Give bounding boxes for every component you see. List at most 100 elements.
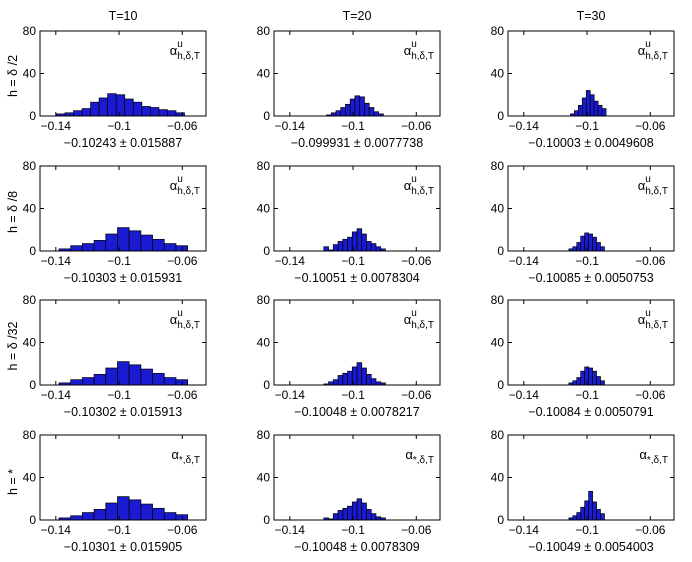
histogram-bar [597, 105, 603, 117]
row-labels: h = δ /2 h = δ /8 h = δ /32 h = * [6, 55, 20, 495]
histogram-bar [93, 240, 107, 252]
x-tick-label: −0.06 [401, 388, 432, 402]
y-tick-label: 0 [29, 513, 36, 527]
histogram-bar [93, 509, 107, 521]
row-label-h-delta-2: h = δ /2 [6, 55, 20, 97]
histogram-bar [337, 510, 344, 521]
x-tick-label: −0.1 [575, 388, 599, 402]
x-axis-label: −0.10048 ± 0.0078309 [294, 540, 419, 554]
alpha-superscript: u [645, 39, 651, 50]
alpha-symbol: α [405, 447, 413, 462]
column-title-t20: T=20 [343, 9, 372, 23]
alpha-annotation: α*,δ,T [639, 447, 668, 466]
y-tick-label: 40 [23, 202, 37, 216]
alpha-symbol: α [171, 447, 179, 462]
histogram-bar [70, 245, 83, 252]
y-tick-label: 80 [257, 24, 271, 38]
histogram-bar [342, 507, 348, 521]
histogram-bar [361, 233, 367, 252]
panel-r3-c1: −0.14 −0.1 −0.06 0 40 80 −0.10048 ± 0.0078309 α… [257, 428, 441, 554]
histogram-bar [105, 367, 118, 386]
alpha-annotation: αh,δ,T [404, 43, 434, 62]
histogram-bar [601, 108, 607, 117]
alpha-symbol: α [170, 312, 178, 327]
x-axis-label: −0.10302 ± 0.015913 [64, 405, 182, 419]
histogram-bar [370, 513, 377, 521]
x-tick-label: −0.14 [509, 523, 540, 537]
alpha-subscript: h,δ,T [645, 186, 668, 197]
y-tick-label: 40 [257, 336, 271, 350]
x-tick-label: −0.1 [107, 523, 131, 537]
x-axis-label: −0.099931 ± 0.0077738 [291, 136, 423, 150]
panel-r2-c2: −0.14 −0.1 −0.06 0 40 80 −0.10084 ± 0.0050791 α… [491, 293, 675, 419]
histogram-bar [128, 364, 142, 386]
alpha-subscript: h,δ,T [177, 320, 200, 331]
row-label-h-delta-32: h = δ /32 [6, 321, 20, 370]
row-label-h-star: h = * [6, 469, 20, 495]
y-tick-label: 80 [257, 293, 271, 307]
histogram-bar [364, 102, 370, 117]
x-tick-label: −0.1 [107, 254, 131, 268]
y-tick-label: 80 [23, 293, 37, 307]
alpha-subscript: h,δ,T [411, 320, 434, 331]
y-tick-label: 80 [23, 159, 37, 173]
histogram-bar [337, 375, 344, 386]
histogram-bar [70, 515, 83, 521]
histogram-bar [105, 502, 118, 521]
y-tick-label: 0 [497, 513, 504, 527]
histogram-bar [572, 515, 578, 521]
x-tick-label: −0.14 [41, 388, 72, 402]
histogram-bar [93, 374, 107, 386]
histogram-bar [332, 513, 339, 521]
x-tick-label: −0.14 [41, 254, 72, 268]
histogram-bar [105, 233, 118, 252]
alpha-symbol: α [170, 43, 178, 58]
x-axis-label: −0.10243 ± 0.015887 [64, 136, 182, 150]
histogram-bar [361, 367, 367, 386]
y-tick-label: 40 [491, 202, 505, 216]
alpha-subscript: h,δ,T [177, 186, 200, 197]
x-tick-label: −0.06 [401, 119, 432, 133]
y-tick-label: 40 [23, 336, 37, 350]
histogram-bar [592, 370, 597, 386]
alpha-symbol: α [404, 178, 412, 193]
y-tick-label: 80 [257, 428, 271, 442]
histogram-bar [158, 109, 168, 117]
x-tick-label: −0.1 [341, 254, 365, 268]
x-axis-label: −0.10085 ± 0.0050753 [528, 271, 653, 285]
x-tick-label: −0.06 [401, 254, 432, 268]
x-tick-label: −0.1 [341, 388, 365, 402]
panel-r0-c2: −0.14 −0.1 −0.06 0 40 80 −0.10003 ± 0.0049608 α… [491, 24, 675, 150]
alpha-annotation: α*,δ,T [405, 447, 434, 466]
alpha-subscript: h,δ,T [411, 186, 434, 197]
x-tick-label: −0.14 [509, 388, 540, 402]
histogram-bar [370, 378, 377, 386]
histogram-bar [588, 367, 593, 386]
histogram-bar [141, 106, 151, 117]
alpha-superscript: u [645, 308, 651, 319]
x-tick-label: −0.06 [635, 523, 666, 537]
histogram-bar [337, 241, 344, 252]
y-tick-label: 0 [497, 109, 504, 123]
histogram-bar [152, 238, 165, 252]
x-tick-label: −0.06 [167, 523, 198, 537]
alpha-superscript: u [177, 308, 183, 319]
histogram-bar [332, 379, 339, 386]
y-tick-label: 0 [29, 244, 36, 258]
histogram-bar [356, 362, 363, 386]
histogram-bar [115, 94, 126, 117]
histogram-bar [581, 97, 587, 117]
x-tick-label: −0.14 [275, 254, 306, 268]
alpha-symbol: α [638, 43, 646, 58]
histogram-bar [366, 241, 372, 252]
x-tick-label: −0.06 [635, 388, 666, 402]
alpha-annotation: α*,δ,T [171, 447, 200, 466]
alpha-subscript: h,δ,T [411, 51, 434, 62]
histogram-bar [572, 380, 578, 386]
histogram-bar [592, 236, 597, 252]
y-tick-label: 40 [491, 67, 505, 81]
histogram-bar [580, 235, 586, 252]
y-tick-label: 80 [491, 159, 505, 173]
histogram-bar [81, 108, 91, 117]
